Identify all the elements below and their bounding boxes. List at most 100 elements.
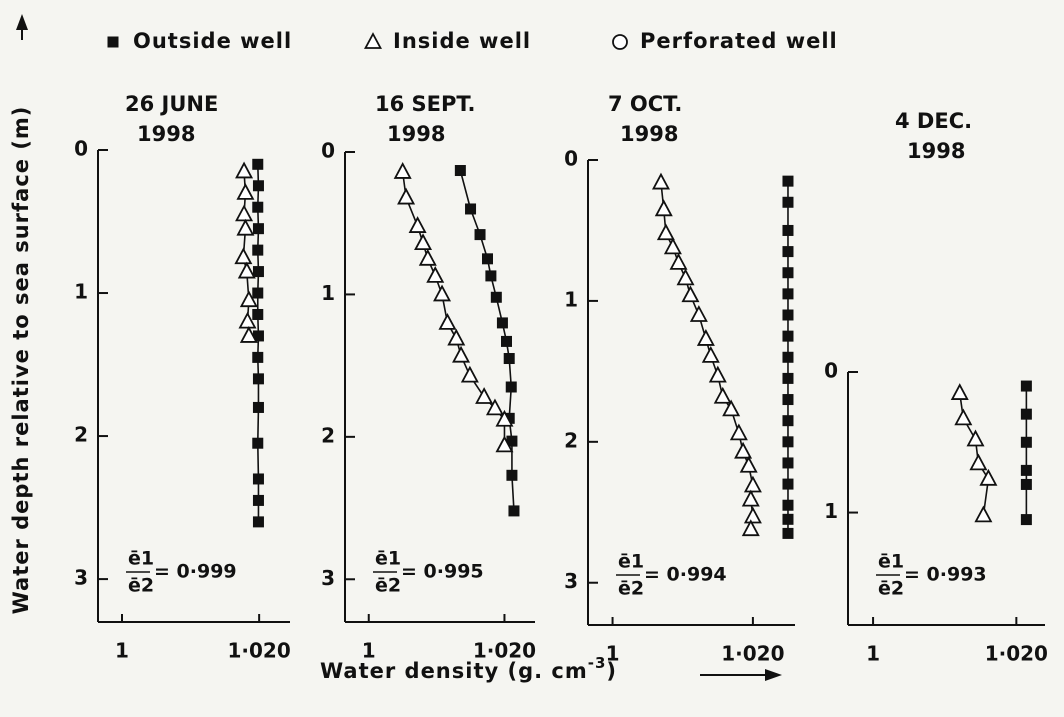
triangle-point [235, 204, 254, 222]
triangle-point [393, 162, 412, 179]
triangle-point [236, 183, 255, 200]
legend-label: Inside well [393, 29, 531, 53]
square-point [252, 401, 264, 413]
triangle-point [743, 475, 762, 493]
ratio-denominator: ē2 [128, 575, 154, 597]
y-axis-label: Water depth relative to sea surface (m) [9, 106, 33, 615]
ratio-value: = 0·999 [154, 561, 237, 583]
square-point [782, 478, 794, 490]
panel-title: 16 SEPT. [375, 92, 476, 116]
legend-label: Perforated well [640, 29, 838, 53]
panel-title: 1998 [137, 122, 195, 146]
triangle-point [418, 248, 437, 266]
triangle-point [954, 408, 973, 426]
y-tick-label: 2 [564, 428, 578, 452]
square-point [252, 437, 264, 449]
triangle-point [397, 187, 416, 205]
square-point [782, 288, 794, 300]
square-point [782, 457, 794, 469]
square-point [454, 165, 466, 177]
square-point [252, 308, 264, 320]
square-point [1020, 478, 1032, 490]
triangle-point [676, 268, 695, 286]
square-point [1020, 408, 1032, 420]
square-point [252, 244, 264, 256]
square-point [252, 287, 264, 299]
triangle-point [408, 216, 427, 233]
square-point [782, 394, 794, 406]
triangle-point [701, 345, 720, 363]
x-tick-label: 1·020 [473, 639, 536, 663]
triangle-point [426, 266, 445, 283]
triangle-point [239, 290, 258, 308]
ratio-value: = 0·993 [904, 564, 987, 586]
x-tick-label: 1 [115, 639, 129, 663]
triangle-point [966, 429, 985, 447]
square-point [782, 267, 794, 279]
square-point [782, 372, 794, 384]
x-tick-label: 1 [866, 642, 880, 666]
triangle-point [743, 506, 762, 524]
triangle-point [708, 365, 727, 383]
square-point [252, 351, 264, 363]
square-point [503, 412, 515, 424]
panel-title: 26 JUNE [125, 92, 218, 116]
y-tick-label: 3 [74, 566, 88, 590]
square-point [482, 253, 493, 265]
ratio-numerator: ē1 [878, 551, 904, 573]
y-tick-label: 1 [564, 287, 578, 311]
ratio-denominator: ē2 [878, 578, 904, 600]
triangle-point [447, 328, 466, 346]
triangle-point [495, 435, 514, 453]
x-tick-label: 1·020 [985, 642, 1048, 666]
square-point [252, 201, 264, 213]
triangle-point [739, 455, 758, 473]
square-point [782, 513, 794, 525]
panel-title: 1998 [907, 139, 965, 163]
triangle-point [713, 386, 732, 404]
square-point [252, 373, 264, 385]
square-point [490, 291, 502, 303]
square-point [252, 494, 264, 506]
panel-title: 1998 [620, 122, 678, 146]
y-tick-label: 0 [321, 139, 335, 163]
triangle-point [651, 172, 670, 190]
x-tick-label: 1·020 [721, 642, 784, 666]
legend-label: Outside well [133, 29, 292, 53]
y-tick-label: 0 [74, 137, 88, 161]
ratio-denominator: ē2 [618, 578, 644, 600]
triangle-point [239, 326, 258, 343]
triangle-point [741, 489, 760, 507]
square-point [1020, 464, 1032, 476]
y-arrow-head [16, 14, 28, 30]
series-line [401, 171, 506, 446]
triangle-point [741, 519, 760, 537]
ratio-numerator: ē1 [618, 551, 644, 573]
triangle-point [485, 398, 504, 416]
square-point [496, 317, 508, 329]
triangle-point [979, 468, 998, 486]
triangle-point [969, 453, 988, 471]
square-point [782, 351, 794, 363]
legend-marker [612, 34, 628, 50]
panel-title: 7 OCT. [608, 92, 682, 116]
square-point [1020, 514, 1032, 526]
y-tick-label: 1 [824, 499, 838, 523]
square-point [252, 473, 264, 485]
square-point [506, 435, 518, 447]
square-point [252, 223, 264, 235]
triangle-point [460, 365, 479, 383]
triangle-point [433, 284, 452, 302]
triangle-point [722, 399, 741, 417]
y-tick-label: 2 [74, 423, 88, 447]
ratio-value: = 0·995 [401, 561, 484, 583]
ratio-numerator: ē1 [128, 548, 154, 570]
square-point [782, 196, 794, 208]
triangle-point [689, 305, 708, 322]
triangle-point [438, 313, 457, 330]
square-point [782, 415, 794, 427]
x-tick-label: 1·020 [228, 639, 291, 663]
triangle-point [974, 505, 993, 523]
triangle-point [234, 247, 253, 265]
